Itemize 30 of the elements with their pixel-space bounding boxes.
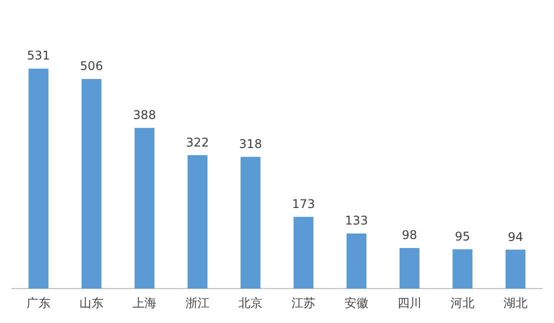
x-tick-label: 四川	[398, 296, 422, 310]
bar	[400, 248, 420, 289]
x-tick-label: 河北	[450, 296, 474, 310]
data-label: 322	[186, 135, 209, 150]
data-label: 318	[239, 136, 262, 151]
x-tick-label: 北京	[238, 296, 262, 310]
x-tick-label: 浙江	[186, 296, 210, 310]
bar	[188, 155, 208, 289]
x-tick-label: 山东	[80, 296, 104, 310]
bar	[134, 128, 154, 289]
data-label: 506	[80, 59, 103, 74]
x-tick-label: 上海	[132, 296, 156, 310]
bar	[506, 250, 526, 289]
x-tick-label: 安徽	[344, 296, 368, 310]
bar	[240, 156, 260, 289]
data-label: 133	[345, 214, 368, 228]
bar	[346, 233, 366, 289]
data-label: 98	[402, 228, 418, 242]
bar	[294, 216, 314, 289]
data-label: 531	[27, 48, 50, 63]
x-tick-label: 湖北	[504, 296, 528, 310]
x-tick-label: 广东	[26, 296, 50, 310]
bar	[28, 68, 48, 289]
x-tick-label: 江苏	[292, 296, 316, 310]
data-label: 95	[454, 229, 470, 244]
data-label: 173	[292, 197, 315, 212]
bar	[452, 249, 472, 289]
data-label: 94	[508, 230, 524, 244]
bar	[82, 78, 102, 289]
data-label: 388	[133, 108, 156, 122]
